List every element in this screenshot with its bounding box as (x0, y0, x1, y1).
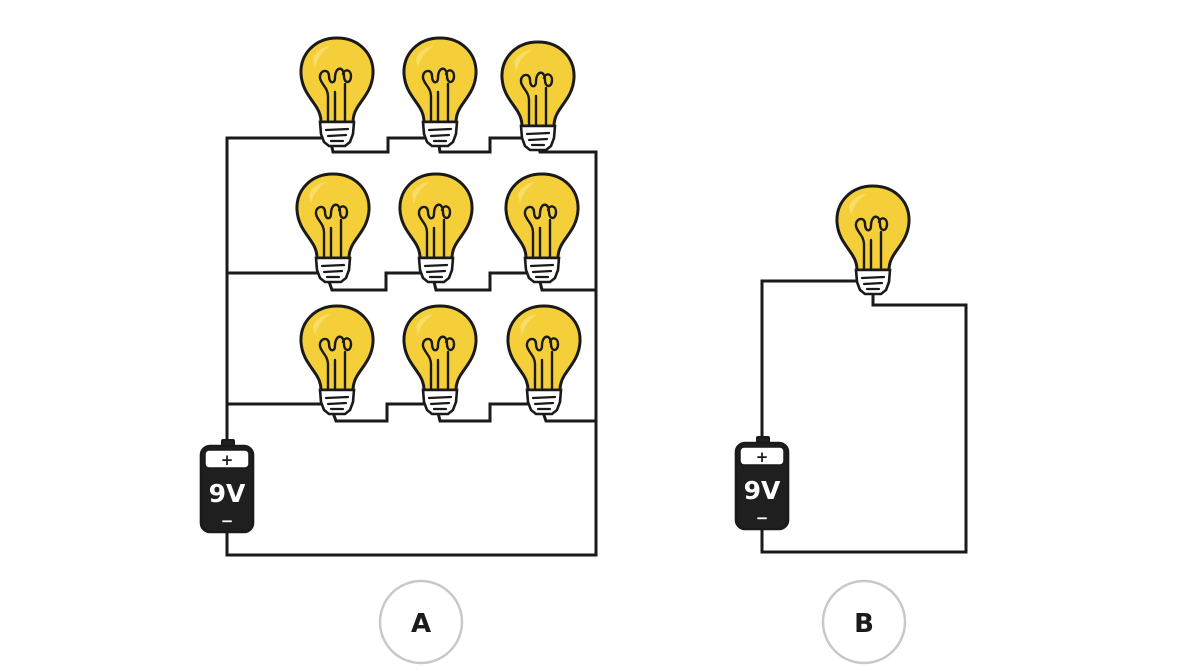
circuit-b-battery-label: 9V (744, 476, 781, 505)
circuit-b: + 9V − B (734, 184, 968, 665)
circuit-a-bulb-r1-c1 (299, 36, 375, 148)
circuit-b-label: B (854, 609, 874, 639)
circuit-b-battery-minus: − (756, 509, 769, 527)
circuit-a-battery-label: 9V (209, 479, 246, 508)
circuit-a-battery: + 9V − (199, 439, 255, 534)
circuit-a-label-badge: A (378, 579, 464, 665)
circuit-a-bulb-r2-c1 (295, 172, 371, 284)
circuit-a-bulb-r1-c3 (500, 40, 576, 152)
circuit-a: + 9V − A (199, 36, 598, 665)
circuit-a-bulb-r3-c1 (299, 304, 375, 416)
circuit-b-label-badge: B (821, 579, 907, 665)
circuit-a-bottom-wire (225, 528, 598, 557)
circuit-a-battery-plus: + (221, 451, 234, 469)
circuit-a-bulb-r3-c2 (402, 304, 478, 416)
circuit-a-bulb-r2-c2 (398, 172, 474, 284)
circuit-a-battery-minus: − (221, 512, 234, 530)
circuit-b-battery: + 9V − (734, 436, 790, 531)
circuit-b-battery-plus: + (756, 448, 769, 466)
circuit-a-bulb-r3-c3 (506, 304, 582, 416)
circuit-a-label: A (411, 609, 431, 639)
circuit-b-bulb (835, 184, 911, 296)
circuit-a-bulb-r2-c3 (504, 172, 580, 284)
circuit-a-bulb-r1-c2 (402, 36, 478, 148)
circuit-b-wire (760, 279, 968, 554)
